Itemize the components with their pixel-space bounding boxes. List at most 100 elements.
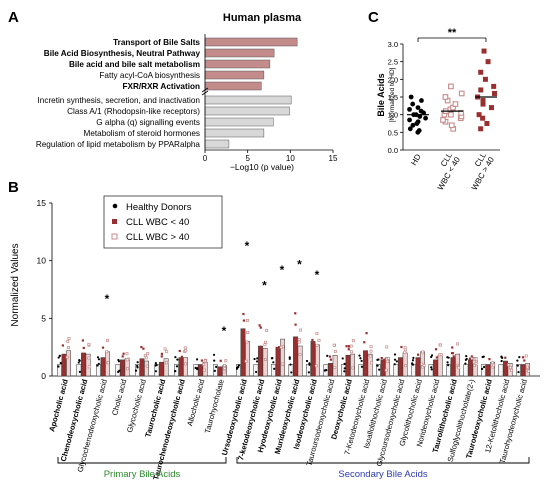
chart-b-point-cll-low — [365, 366, 369, 369]
chart-c-point-cll-low — [442, 94, 449, 100]
chart-b-point-hd — [213, 369, 216, 372]
chart-b-point-cll-high — [87, 356, 91, 360]
chart-b-y-tick-label: 10 — [37, 256, 47, 266]
chart-b-point-hd — [308, 363, 311, 366]
chart-b-point-cll-high — [491, 363, 495, 367]
chart-b-point-cll-low — [433, 365, 436, 369]
chart-b-point-hd — [517, 370, 520, 374]
chart-b-point-cll-high — [106, 338, 109, 342]
chart-a-x-axis: 0 5 10 15 — [201, 34, 338, 163]
chart-b-point-hd — [213, 359, 216, 362]
chart-a-bar — [204, 95, 292, 105]
chart-b-point-hd — [118, 369, 121, 372]
chart-b-point-cll-low — [435, 356, 438, 359]
chart-b-point-cll-high — [146, 352, 150, 356]
chart-b-significance-star: * — [315, 268, 320, 282]
chart-b-point-cll-high — [404, 364, 408, 368]
chart-b-point-cll-high — [66, 339, 70, 343]
chart-b-point-hd — [134, 369, 138, 372]
chart-b-point-hd — [97, 362, 100, 365]
chart-b-point-cll-low — [278, 353, 281, 356]
chart-b-point-cll-low — [198, 370, 201, 373]
chart-b-point-cll-low — [488, 358, 491, 361]
chart-b-point-cll-low — [417, 353, 420, 356]
chart-b-point-hd — [174, 356, 177, 359]
chart-b-point-cll-low — [101, 367, 104, 370]
chart-b-point-cll-high — [165, 361, 168, 365]
chart-c-x-tick-label: CLLWBC < 40 — [428, 151, 462, 192]
chart-b-bar — [258, 345, 263, 377]
chart-b-point-hd — [307, 371, 310, 374]
chart-b-point-hd — [235, 367, 239, 370]
chart-b-point-cll-low — [329, 369, 332, 372]
chart-a-category-label: Regulation of lipid metabolism by PPARal… — [36, 140, 201, 149]
chart-b-point-cll-low — [159, 369, 162, 372]
chart-c-y-tick-label: 0.5 — [388, 128, 398, 137]
chart-b-point-cll-high — [299, 328, 303, 332]
chart-b-point-cll-low — [121, 355, 124, 358]
chart-b-point-cll-high — [264, 358, 267, 361]
chart-b-point-cll-low — [294, 312, 297, 315]
chart-b-point-cll-low — [217, 367, 220, 370]
chart-a-x-tick-label: 15 — [329, 154, 338, 163]
chart-b-bar — [271, 364, 276, 377]
chart-a-bar — [204, 37, 298, 47]
chart-b-bar — [66, 350, 71, 377]
chart-c-y-tick-label: 1.0 — [388, 111, 398, 120]
chart-b-point-hd — [447, 364, 450, 367]
chart-c-point-hd — [407, 117, 412, 123]
chart-b-bar — [328, 363, 333, 377]
chart-b-point-cll-low — [81, 339, 85, 342]
chart-b-point-hd — [215, 365, 218, 368]
chart-b-point-cll-low — [328, 355, 332, 358]
chart-b-point-cll-low — [219, 359, 222, 362]
chart-b-point-cll-low — [277, 346, 281, 349]
chart-b-point-cll-high — [315, 343, 319, 347]
chart-b-bar — [520, 364, 526, 377]
chart-b-point-cll-low — [101, 346, 105, 349]
chart-b-legend: Healthy Donors CLL WBC < 40 CLL WBC > 40 — [103, 195, 223, 249]
chart-b-point-hd — [255, 360, 259, 363]
chart-b-point-cll-high — [369, 361, 373, 365]
chart-b-point-cll-low — [345, 345, 348, 348]
chart-b-category-label: Cholic acid — [110, 378, 128, 416]
chart-b-point-cll-high — [87, 365, 91, 369]
panel-a-label: A — [8, 9, 19, 26]
chart-b-point-cll-low — [311, 351, 314, 354]
chart-b-bar — [315, 344, 321, 377]
chart-c-point-cll-high — [478, 87, 484, 93]
chart-b-point-cll-high — [223, 364, 227, 367]
chart-a-bar — [204, 48, 275, 58]
chart-b-point-cll-low — [243, 333, 246, 337]
chart-b-point-hd — [194, 366, 197, 370]
chart-b-point-cll-low — [161, 363, 164, 366]
chart-b-point-cll-low — [241, 334, 244, 337]
chart-b-point-cll-high — [472, 360, 476, 364]
panel-a-chart: Human plasma Transport of Bile Salts Bile… — [36, 12, 338, 172]
chart-b-point-cll-low — [102, 362, 105, 365]
chart-b-bar — [393, 364, 399, 377]
chart-a-category-label: Fatty acyl-CoA biosynthesis — [99, 71, 200, 80]
chart-b-bar — [411, 364, 416, 377]
chart-b-point-cll-high — [87, 342, 91, 346]
chart-c-y-tick-label: 3.0 — [388, 40, 398, 49]
chart-b-point-cll-high — [106, 361, 110, 365]
chart-b-point-cll-low — [504, 356, 507, 359]
chart-b-point-cll-low — [63, 357, 67, 361]
chart-b-point-cll-high — [439, 353, 443, 356]
chart-a-category-label: Metabolism of steroid hormones — [84, 129, 201, 138]
chart-b-point-cll-high — [317, 338, 321, 342]
chart-c-point-cll-high — [481, 48, 487, 54]
chart-b-point-hd — [176, 358, 179, 361]
chart-b-point-cll-low — [160, 352, 164, 355]
chart-b-point-hd — [411, 359, 415, 362]
chart-b-point-hd — [96, 364, 99, 367]
chart-b-bar — [481, 364, 486, 377]
chart-a-bar — [204, 128, 265, 138]
chart-b-point-cll-low — [382, 362, 385, 366]
chart-b-point-cll-high — [349, 350, 353, 354]
chart-b-point-cll-low — [400, 345, 403, 349]
chart-b-point-cll-high — [403, 350, 407, 354]
chart-c-point-cll-high — [492, 90, 498, 96]
